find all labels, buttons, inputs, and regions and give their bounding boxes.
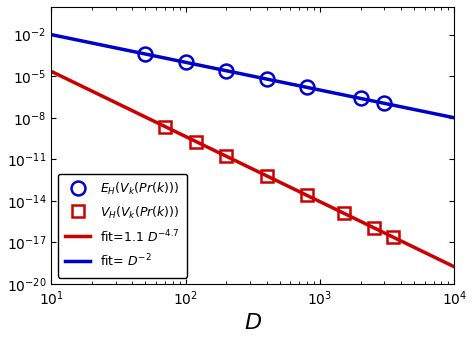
Legend: $E_H(V_k(Pr(k)))$, $V_H(V_k(Pr(k)))$, fit=1.1 $D^{-4.7}$, fit= $D^{-2}$: $E_H(V_k(Pr(k)))$, $V_H(V_k(Pr(k)))$, fi… bbox=[58, 174, 187, 278]
X-axis label: D: D bbox=[245, 313, 262, 333]
